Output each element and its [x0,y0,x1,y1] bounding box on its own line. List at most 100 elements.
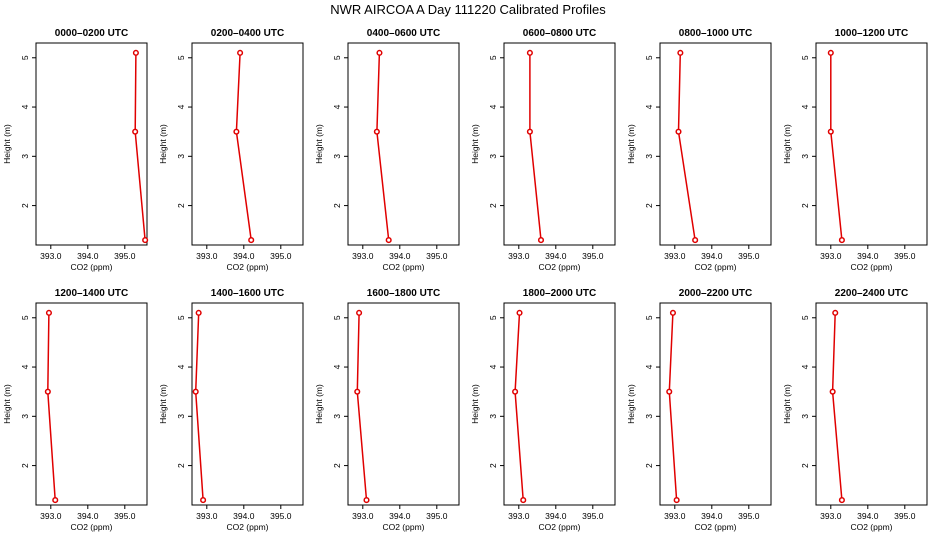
y-tick-label: 2 [644,463,654,468]
plot-frame [659,42,772,246]
y-axis-label: Height (m) [158,124,168,164]
data-point [692,237,699,244]
y-axis-label: Height (m) [626,124,636,164]
y-tick-label: 2 [800,463,810,468]
y-axis-label: Height (m) [782,384,792,424]
y-axis-label: Height (m) [2,384,12,424]
y-tick-label: 5 [332,55,342,60]
x-tick-label: 395.0 [582,511,604,521]
x-tick-label: 394.0 [389,251,411,261]
panel-title: 1800–2000 UTC [523,288,596,299]
x-tick-label: 394.0 [701,511,723,521]
x-axis-label: CO2 (ppm) [538,522,580,532]
x-axis-label: CO2 (ppm) [694,522,736,532]
panels-grid: 0000–0200 UTC 393.0 394.0 395.0 2 3 4 5 CO2 (ppm… [2,28,928,532]
y-tick-label: 3 [800,154,810,159]
data-point [376,49,383,56]
y-tick-label: 2 [20,203,30,208]
y-tick-label: 4 [800,364,810,369]
x-tick-label: 395.0 [270,251,292,261]
x-tick-label: 394.0 [77,511,99,521]
y-tick-label: 4 [20,364,30,369]
y-tick-label: 5 [488,315,498,320]
data-point [677,49,684,56]
y-tick-label: 5 [800,315,810,320]
panel-3: 0400–0600 UTC 393.0 394.0 395.0 2 3 4 5 CO2 (ppm… [314,28,460,272]
y-tick-label: 2 [20,463,30,468]
plot-frame [815,42,928,246]
x-axis-label: CO2 (ppm) [850,522,892,532]
panel-title: 1600–1800 UTC [367,288,440,299]
y-tick-label: 4 [800,104,810,109]
x-tick-label: 395.0 [114,511,136,521]
data-point [356,309,363,316]
figure-title: NWR AIRCOA A Day 111220 Calibrated Profi… [330,2,606,17]
data-point [142,237,149,244]
y-tick-label: 2 [488,203,498,208]
x-tick-label: 394.0 [545,251,567,261]
data-point [827,49,834,56]
data-point [512,388,519,395]
plot-frame [35,302,148,506]
y-axis-label: Height (m) [470,384,480,424]
panel-1: 0000–0200 UTC 393.0 394.0 395.0 2 3 4 5 CO2 (ppm… [2,28,149,272]
y-tick-label: 3 [176,414,186,419]
data-point [363,497,370,504]
y-tick-label: 3 [644,414,654,419]
y-tick-label: 4 [176,104,186,109]
data-point [44,388,51,395]
x-tick-label: 395.0 [738,511,760,521]
y-tick-label: 4 [488,364,498,369]
panel-title: 0800–1000 UTC [679,28,752,39]
panel-12: 2200–2400 UTC 393.0 394.0 395.0 2 3 4 5 CO2 (ppm… [782,288,928,532]
data-point [537,237,545,244]
panel-10: 1800–2000 UTC 393.0 394.0 395.0 2 3 4 5 CO2 (ppm… [470,288,616,532]
x-axis-label: CO2 (ppm) [382,522,424,532]
plot-frame [191,302,304,506]
y-axis-label: Height (m) [782,124,792,164]
x-axis-label: CO2 (ppm) [226,262,268,272]
x-tick-label: 393.0 [352,251,374,261]
x-tick-label: 394.0 [701,251,723,261]
y-axis-label: Height (m) [470,124,480,164]
x-tick-label: 393.0 [40,251,62,261]
x-tick-label: 393.0 [40,511,62,521]
data-point [520,497,527,504]
y-tick-label: 5 [176,315,186,320]
panel-4: 0600–0800 UTC 393.0 394.0 395.0 2 3 4 5 CO2 (ppm… [470,28,616,272]
y-tick-label: 5 [332,315,342,320]
y-axis-label: Height (m) [314,384,324,424]
y-tick-label: 3 [488,154,498,159]
x-tick-label: 394.0 [857,511,879,521]
y-tick-label: 2 [332,203,342,208]
y-tick-label: 3 [800,414,810,419]
panel-title: 2200–2400 UTC [835,288,908,299]
x-tick-label: 393.0 [352,511,374,521]
x-tick-label: 393.0 [508,511,530,521]
y-tick-label: 4 [332,364,342,369]
y-tick-label: 4 [644,364,654,369]
y-axis-label: Height (m) [158,384,168,424]
y-tick-label: 3 [488,414,498,419]
y-axis-label: Height (m) [626,384,636,424]
x-tick-label: 395.0 [894,251,916,261]
panel-title: 2000–2200 UTC [679,288,752,299]
x-axis-label: CO2 (ppm) [226,522,268,532]
panel-title: 1400–1600 UTC [211,288,284,299]
panel-title: 1000–1200 UTC [835,28,908,39]
data-point [673,497,680,504]
panel-6: 1000–1200 UTC 393.0 394.0 395.0 2 3 4 5 CO2 (ppm… [782,28,928,272]
panel-5: 0800–1000 UTC 393.0 394.0 395.0 2 3 4 5 CO2 (ppm… [626,28,772,272]
plot-frame [347,302,460,506]
data-point [132,128,139,135]
data-point [233,128,240,135]
panel-title: 0600–0800 UTC [523,28,596,39]
x-axis-label: CO2 (ppm) [382,262,424,272]
x-tick-label: 395.0 [894,511,916,521]
y-tick-label: 5 [20,315,30,320]
y-tick-label: 2 [644,203,654,208]
y-tick-label: 5 [20,55,30,60]
data-point [526,49,533,56]
data-point [237,49,244,56]
